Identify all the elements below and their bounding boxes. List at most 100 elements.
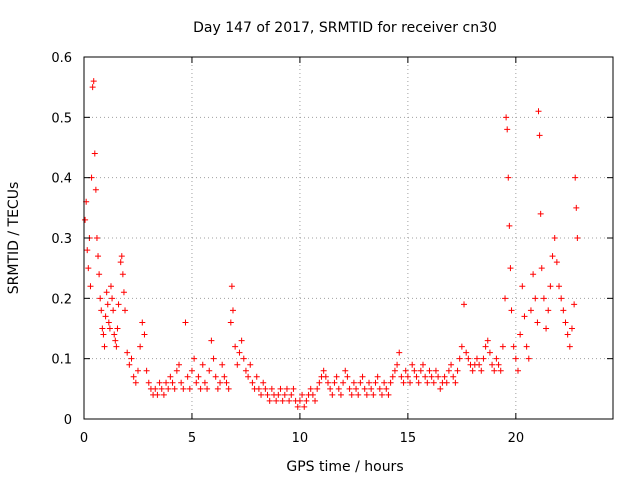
data-point [113,343,120,350]
data-point [324,379,331,386]
data-point [156,379,163,386]
data-point [368,385,375,392]
data-point [553,259,560,266]
data-point [132,379,139,386]
data-point [112,337,119,344]
data-point [376,385,383,392]
y-axis-title: SRMTID / TECUs [6,182,22,295]
x-tick-labels: 0 5 10 15 20 [80,431,524,446]
data-point [141,331,148,338]
data-point [227,319,234,326]
data-point [497,367,504,374]
data-point [322,373,329,380]
data-point [372,379,379,386]
data-point [385,391,392,398]
data-point [283,385,290,392]
data-point [537,210,544,217]
data-point [491,367,498,374]
data-point [461,301,468,308]
data-point [163,379,170,386]
data-point [245,373,252,380]
data-point [517,331,524,338]
data-point [286,397,293,404]
data-point [242,367,249,374]
data-point [441,373,448,380]
data-point [536,132,543,139]
data-point [413,373,420,380]
data-point [512,355,519,362]
data-point [229,307,236,314]
data-point [320,367,327,374]
data-point [378,391,385,398]
data-point [232,343,239,350]
data-point [502,295,509,302]
data-point [456,355,463,362]
data-point [186,385,193,392]
data-point [309,391,316,398]
data-point [225,385,232,392]
data-point [84,247,91,254]
data-point [143,367,150,374]
data-point [178,379,185,386]
data-point [290,385,297,392]
data-point [240,355,247,362]
data-point [573,204,580,211]
data-point [109,295,116,302]
data-point [510,343,517,350]
data-point [219,361,226,368]
data-point [99,325,106,332]
data-point [478,367,485,374]
data-point [333,373,340,380]
data-point [212,373,219,380]
data-point [191,355,198,362]
data-point [426,367,433,374]
data-point [547,283,554,290]
data-point [574,235,581,241]
data-point [122,307,129,314]
data-point [193,379,200,386]
data-point [90,78,97,85]
data-point [82,216,89,223]
data-point [454,367,461,374]
data-point [335,385,342,392]
data-point [100,331,107,338]
data-point [228,283,235,290]
data-point [564,331,571,338]
data-point [301,403,308,410]
x-tick-label: 15 [400,431,417,446]
data-point [258,391,265,398]
data-point [294,403,301,410]
y-tick-label: 0.4 [51,172,72,187]
data-point [495,361,502,368]
data-point [277,385,284,392]
data-point [296,397,303,404]
data-point [355,391,362,398]
data-point [208,337,215,344]
data-point [463,349,470,356]
data-point [344,373,351,380]
data-point [152,385,159,392]
data-point [115,301,122,308]
data-point [206,367,213,374]
data-point [110,307,117,314]
chart-title: Day 147 of 2017, SRMTID for receiver cn3… [193,20,497,36]
data-point [504,126,511,133]
data-point [340,379,347,386]
data-point [503,114,510,121]
data-point [527,307,534,314]
data-point [327,385,334,392]
data-point [482,343,489,350]
data-point [107,283,114,290]
data-point [93,235,100,241]
data-point [489,361,496,368]
data-point [551,235,558,241]
data-point [102,313,109,320]
x-tick-label: 0 [80,431,88,446]
data-point [473,355,480,362]
data-point [530,271,537,278]
data-point [106,325,113,332]
data-point [387,379,394,386]
data-point [165,385,172,392]
data-point [417,367,424,374]
data-point [476,361,483,368]
